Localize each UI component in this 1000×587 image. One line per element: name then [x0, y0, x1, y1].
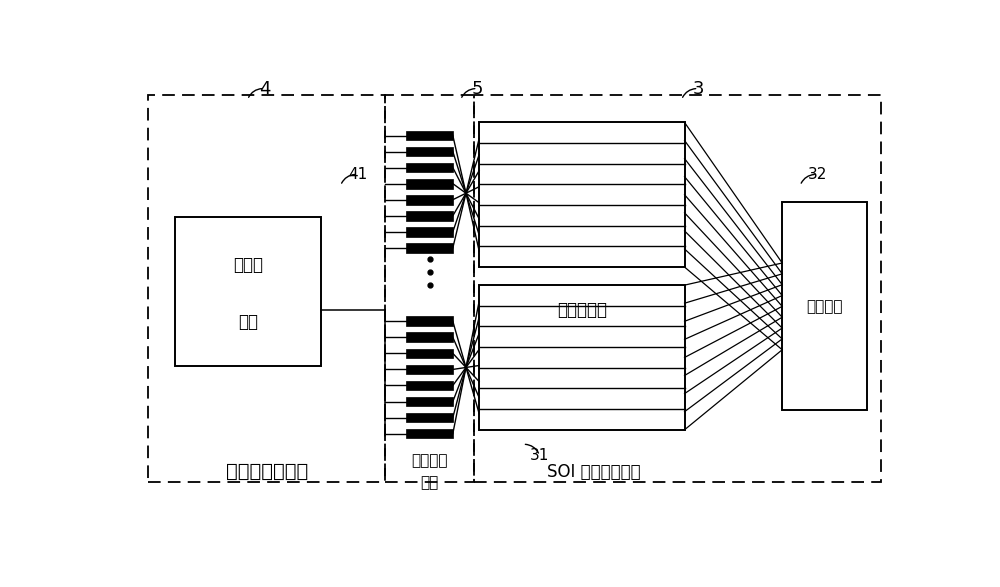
- Bar: [406, 131, 453, 140]
- Bar: [474, 95, 881, 482]
- Bar: [406, 211, 453, 221]
- Bar: [406, 147, 453, 156]
- Bar: [406, 163, 453, 173]
- Bar: [406, 413, 453, 423]
- Bar: [406, 227, 453, 237]
- Text: 输入耦: 输入耦: [233, 256, 263, 274]
- Bar: [385, 95, 474, 482]
- Bar: [406, 365, 453, 375]
- Bar: [148, 95, 385, 482]
- Text: 耦合连接
结构: 耦合连接 结构: [411, 453, 448, 490]
- Bar: [406, 332, 453, 342]
- Bar: [406, 243, 453, 253]
- Bar: [406, 380, 453, 390]
- Bar: [406, 316, 453, 326]
- Text: 4: 4: [259, 79, 270, 97]
- Bar: [406, 429, 453, 438]
- Bar: [406, 195, 453, 204]
- Text: 合器: 合器: [238, 313, 258, 330]
- Text: 第一材料结构层: 第一材料结构层: [226, 463, 308, 481]
- Text: 5: 5: [472, 79, 483, 97]
- Text: 3: 3: [693, 79, 704, 97]
- Bar: [175, 217, 321, 366]
- Text: 31: 31: [530, 448, 549, 463]
- Text: 相位调制器: 相位调制器: [557, 301, 607, 319]
- Text: 41: 41: [348, 167, 367, 182]
- Bar: [406, 397, 453, 406]
- Bar: [782, 203, 867, 410]
- Bar: [406, 349, 453, 358]
- Bar: [479, 285, 685, 430]
- Text: 光学天线: 光学天线: [807, 299, 843, 314]
- Text: 32: 32: [807, 167, 827, 182]
- Text: SOI 硅波导结构层: SOI 硅波导结构层: [547, 463, 641, 481]
- Bar: [479, 123, 685, 267]
- Bar: [406, 179, 453, 188]
